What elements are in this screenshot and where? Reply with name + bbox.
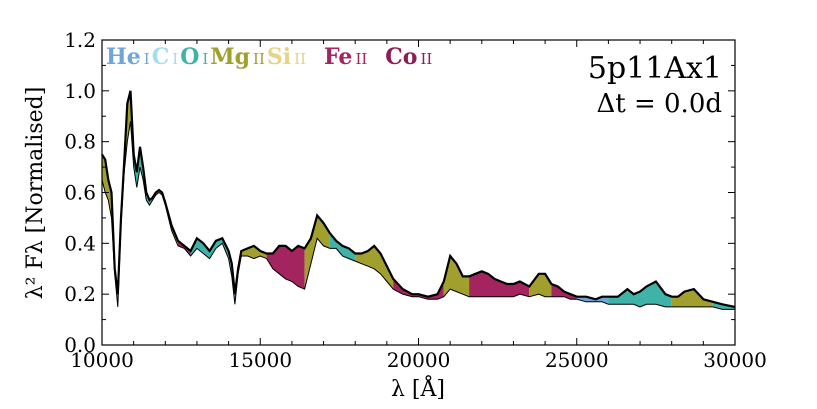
legend-text: He IC IO IMg IISi II Fe II Co II [106,44,432,70]
contribution-band-mg-ii [671,289,713,307]
contribution-band-o-i [190,238,229,259]
legend-ion-c: I [172,50,178,68]
y-tick-label: 0.4 [64,231,96,255]
contribution-band-mg-ii [355,245,394,290]
legend-element-si: Si [267,44,291,70]
legend-element-mg: Mg [210,44,250,70]
species-contribution-bands [102,90,735,310]
contribution-band-fe-ii [266,245,305,290]
legend-ion-mg: II [253,50,265,68]
total-spectrum-line [101,90,736,308]
y-axis-label: λ² Fλ [Normalised] [23,87,48,300]
x-tick-label: 25000 [545,348,609,372]
x-tick-label: 15000 [228,348,292,372]
legend-element-co: Co [385,44,417,70]
legend-ion-si: II [294,50,306,68]
legend-element-c: C [152,44,170,70]
legend-element-he: He [106,44,141,70]
contribution-band-mg-ii [443,256,470,297]
spectrum-without-contributions-line [101,121,735,310]
model-name: 5p11Ax1 [588,51,722,86]
species-legend: He IC IO IMg IISi II Fe II Co II [106,44,432,70]
y-tick-label: 0.8 [64,130,96,154]
y-tick-label: 0.0 [64,333,96,357]
x-axis-label: λ [Å] [391,374,445,402]
x-axis-ticks: 10000 15000 20000 25000 30000 [70,40,767,372]
y-axis-ticks: 0.0 0.2 0.4 0.6 0.8 1.0 1.2 [64,28,735,357]
contribution-band-fe-ii [469,271,530,297]
contribution-band-he-i [576,296,609,305]
y-tick-label: 1.2 [64,28,96,52]
x-tick-label: 10000 [70,348,134,372]
legend-ion-o: I [202,50,208,68]
contribution-band-o-i [329,233,356,262]
contribution-band-mg-ii [304,215,330,290]
legend-ion-co: II [420,50,432,68]
epoch-annotation: Δt = 0.0d [596,89,722,119]
contribution-band-o-i [608,281,672,307]
y-tick-label: 1.0 [64,79,96,103]
legend-ion-fe: II [355,50,367,68]
y-tick-label: 0.2 [64,282,96,306]
contribution-band-fe-ii [393,278,444,300]
legend-element-o: O [180,44,199,70]
y-tick-label: 0.6 [64,181,96,205]
x-tick-label: 20000 [387,348,451,372]
x-tick-label: 30000 [703,348,767,372]
legend-ion-he: I [144,50,150,68]
legend-element-fe: Fe [324,44,352,70]
